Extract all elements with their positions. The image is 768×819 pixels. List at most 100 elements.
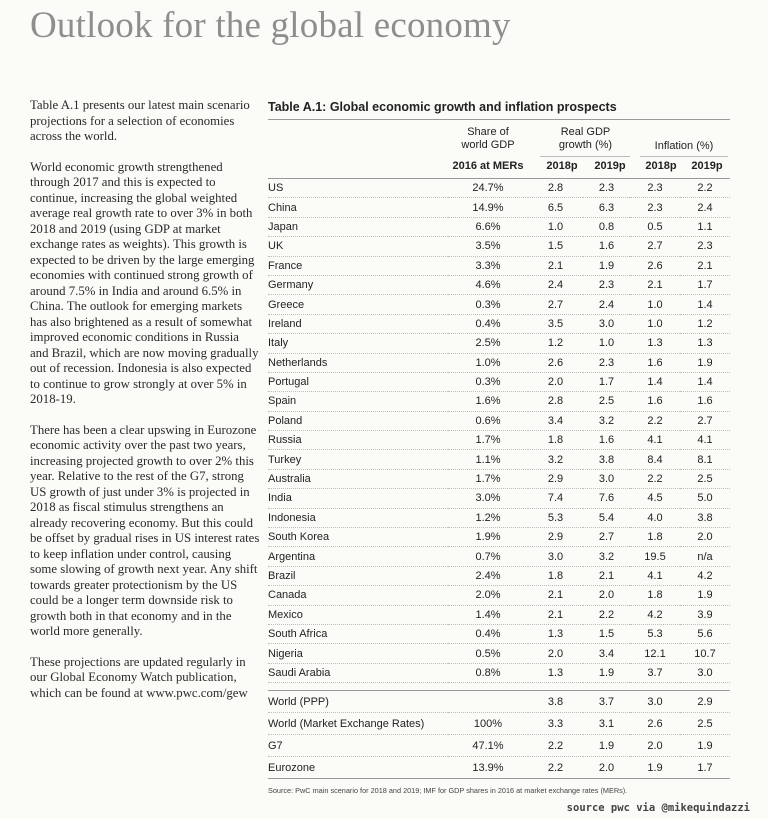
gap-cell <box>528 682 583 692</box>
gdp-2019-cell: 2.1 <box>583 566 630 587</box>
section-gap <box>268 682 730 692</box>
gdp-2018-cell: 1.3 <box>528 663 583 684</box>
table-row: UK 3.5% 1.5 1.6 2.7 2.3 <box>268 236 730 257</box>
gdp-share-cell: 2.0% <box>448 585 528 606</box>
gdp-share-cell <box>448 691 528 714</box>
inflation-2019-cell: 1.9 <box>680 585 730 606</box>
inflation-2019-cell: 10.7 <box>680 643 730 664</box>
table-row: Indonesia 1.2% 5.3 5.4 4.0 3.8 <box>268 508 730 529</box>
inflation-2019-cell: 1.4 <box>680 294 730 315</box>
gdp-2019-cell: 3.2 <box>583 546 630 567</box>
gdp-share-cell: 0.4% <box>448 624 528 645</box>
table-row: Spain 1.6% 2.8 2.5 1.6 1.6 <box>268 391 730 412</box>
country-name: Greece <box>268 294 448 315</box>
country-name: Eurozone <box>268 756 448 780</box>
inflation-2018-cell: 2.2 <box>630 469 680 490</box>
gap-cell <box>583 682 630 692</box>
gdp-2018-header: 2018p <box>546 160 578 172</box>
country-name: Australia <box>268 469 448 490</box>
inflation-2019-cell: 4.2 <box>680 566 730 587</box>
table-row: Brazil 2.4% 1.8 2.1 4.1 4.2 <box>268 566 730 587</box>
gdp-2019-cell: 1.6 <box>583 430 630 451</box>
inflation-2018-cell: 5.3 <box>630 624 680 645</box>
country-name: World (PPP) <box>268 691 448 714</box>
inflation-2019-cell: 1.7 <box>680 275 730 296</box>
inflation-2019-cell: 4.1 <box>680 430 730 451</box>
gdp-share-cell: 0.3% <box>448 294 528 315</box>
gdp-share-cell: 1.1% <box>448 449 528 470</box>
image-credit: source pwc via @mikequindazzi <box>566 802 750 814</box>
table-row: Poland 0.6% 3.4 3.2 2.2 2.7 <box>268 411 730 432</box>
gdp-2019-cell: 1.9 <box>583 663 630 684</box>
inflation-2019-cell: 1.9 <box>680 734 730 758</box>
gdp-share-cell: 13.9% <box>448 756 528 780</box>
gdp-2018-cell: 1.8 <box>528 430 583 451</box>
gdp-share-cell: 1.4% <box>448 605 528 625</box>
gdp-share-cell: 1.7% <box>448 430 528 451</box>
country-name: Turkey <box>268 449 448 470</box>
gdp-2018-cell: 2.8 <box>528 179 583 199</box>
gdp-2019-cell: 6.3 <box>583 197 630 218</box>
gdp-2018-cell: 5.3 <box>528 508 583 529</box>
gdp-share-cell: 2.5% <box>448 333 528 354</box>
intro-paragraph: These projections are updated regularly … <box>30 654 248 700</box>
inflation-2018-cell: 12.1 <box>630 643 680 664</box>
inflation-2018-cell: 0.5 <box>630 217 680 238</box>
inflation-2019-cell: 1.4 <box>680 372 730 393</box>
inflation-2018-cell: 1.0 <box>630 314 680 335</box>
country-name: Canada <box>268 585 448 606</box>
inflation-2018-header: 2018p <box>645 160 677 172</box>
gdp-share-cell: 0.4% <box>448 314 528 335</box>
gdp-2018-cell: 2.8 <box>528 391 583 412</box>
inflation-header: Inflation (%) <box>654 140 714 152</box>
gdp-2018-cell: 1.5 <box>528 236 583 257</box>
gdp-share-cell: 1.7% <box>448 469 528 490</box>
table-source-note: Source: PwC main scenario for 2018 and 2… <box>268 786 628 796</box>
gdp-share-cell: 0.3% <box>448 372 528 393</box>
country-name: Russia <box>268 430 448 451</box>
gdp-2018-cell: 2.0 <box>528 372 583 393</box>
table-row: Japan 6.6% 1.0 0.8 0.5 1.1 <box>268 217 730 238</box>
gdp-2019-cell: 2.4 <box>583 294 630 315</box>
gdp-2019-cell: 2.5 <box>583 391 630 412</box>
country-name: Saudi Arabia <box>268 663 448 684</box>
inflation-2019-cell: 3.9 <box>680 605 730 625</box>
inflation-2018-cell: 19.5 <box>630 546 680 567</box>
gdp-2018-cell: 1.0 <box>528 217 583 238</box>
inflation-2018-cell: 2.7 <box>630 236 680 257</box>
gdp-share-cell: 0.8% <box>448 663 528 684</box>
aggregate-row: World (Market Exchange Rates) 100% 3.3 3.1 2… <box>268 712 730 736</box>
gap-cell <box>268 682 448 692</box>
gdp-2019-cell: 2.3 <box>583 275 630 296</box>
table-row: Portugal 0.3% 2.0 1.7 1.4 1.4 <box>268 372 730 393</box>
inflation-2019-cell: 1.6 <box>680 391 730 412</box>
gdp-share-cell: 1.9% <box>448 527 528 548</box>
gdp-2018-cell: 2.2 <box>528 734 583 758</box>
gdp-2019-header: 2019p <box>594 160 626 172</box>
country-name: World (Market Exchange Rates) <box>268 712 448 736</box>
country-name: G7 <box>268 734 448 758</box>
gdp-header: Real GDP growth (%) <box>558 126 613 151</box>
inflation-2019-cell: 1.9 <box>680 353 730 373</box>
inflation-2018-cell: 2.2 <box>630 411 680 432</box>
gdp-2019-cell: 1.9 <box>583 734 630 758</box>
gdp-2019-cell: 2.7 <box>583 527 630 548</box>
aggregate-row: Eurozone 13.9% 2.2 2.0 1.9 1.7 <box>268 756 730 780</box>
inflation-2018-cell: 3.0 <box>630 691 680 714</box>
table-row: Netherlands 1.0% 2.6 2.3 1.6 1.9 <box>268 353 730 373</box>
country-name: Ireland <box>268 314 448 335</box>
inflation-2019-cell: 5.0 <box>680 488 730 509</box>
inflation-2019-cell: 1.2 <box>680 314 730 335</box>
gdp-2019-cell: 5.4 <box>583 508 630 529</box>
gdp-2019-cell: 3.2 <box>583 411 630 432</box>
table-row: China 14.9% 6.5 6.3 2.3 2.4 <box>268 197 730 218</box>
inflation-2018-cell: 4.0 <box>630 508 680 529</box>
gdp-share-cell: 0.5% <box>448 643 528 664</box>
gdp-2019-cell: 2.0 <box>583 756 630 780</box>
table-row: Canada 2.0% 2.1 2.0 1.8 1.9 <box>268 585 730 606</box>
inflation-2019-cell: 2.4 <box>680 197 730 218</box>
gdp-2018-cell: 3.0 <box>528 546 583 567</box>
gdp-2018-cell: 2.1 <box>528 585 583 606</box>
inflation-2018-cell: 1.9 <box>630 756 680 780</box>
gdp-share-cell: 3.0% <box>448 488 528 509</box>
